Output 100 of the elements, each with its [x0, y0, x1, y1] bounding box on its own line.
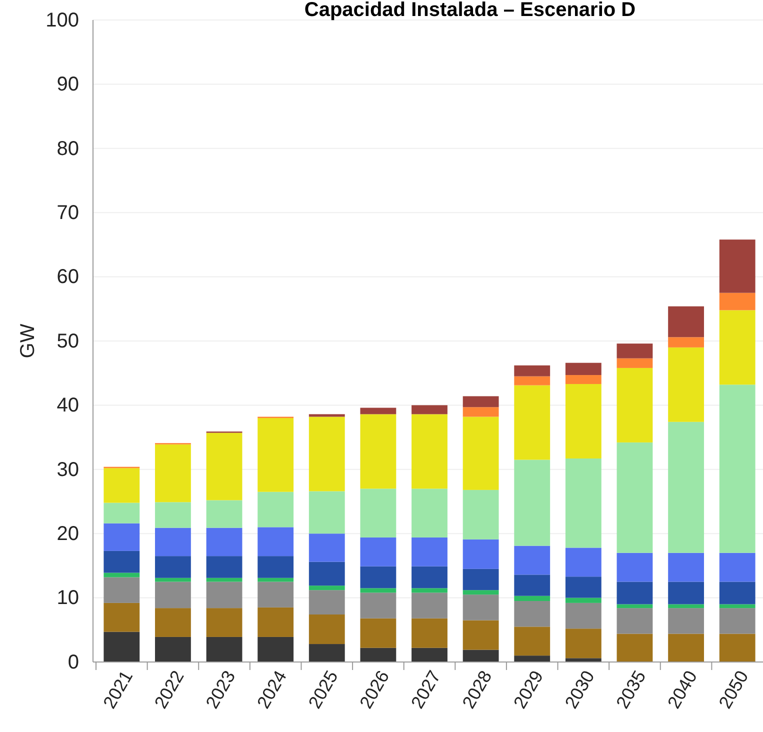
bar: [360, 648, 396, 662]
bar: [616, 604, 653, 608]
bar: [565, 628, 602, 658]
bar: [104, 577, 140, 603]
bar: [360, 566, 396, 588]
bar: [514, 546, 550, 575]
bar: [565, 548, 602, 577]
bar: [719, 292, 756, 310]
bar: [616, 608, 653, 634]
chart-title: Capacidad Instalada – Escenario D: [304, 0, 636, 21]
bar: [514, 385, 550, 460]
bar: [514, 601, 550, 627]
bar: [360, 408, 396, 414]
bar: [206, 608, 242, 637]
bar: [462, 590, 499, 595]
bar: [514, 574, 550, 596]
bar: [155, 582, 191, 608]
bar: [360, 414, 396, 489]
bar: [462, 396, 499, 408]
bar: [412, 588, 448, 593]
y-tick-label: 60: [56, 266, 79, 288]
bar: [668, 347, 704, 422]
bar: [616, 442, 653, 553]
bar: [258, 578, 294, 582]
bar: [719, 240, 756, 293]
bar: [668, 608, 704, 634]
y-axis-title: GW: [17, 324, 39, 358]
bar: [412, 648, 448, 662]
bar: [155, 556, 191, 578]
bar: [412, 592, 448, 618]
bar: [514, 460, 550, 546]
bar: [565, 658, 602, 662]
y-tick-label: 80: [56, 138, 79, 160]
bar: [308, 614, 345, 644]
bar: [104, 468, 140, 503]
y-tick-label: 50: [56, 330, 79, 352]
bar: [565, 362, 602, 376]
bar: [412, 618, 448, 648]
bar: [258, 607, 294, 637]
bar: [206, 432, 242, 500]
y-tick-label: 0: [68, 651, 79, 674]
bar: [104, 523, 140, 551]
bar: [412, 414, 448, 489]
bar: [206, 578, 242, 582]
bar: [155, 528, 191, 556]
bar: [258, 582, 294, 608]
bar: [668, 422, 704, 553]
y-tick-label: 20: [56, 523, 79, 545]
bar: [565, 598, 602, 603]
bar: [308, 416, 345, 492]
bar: [616, 552, 653, 582]
bar: [616, 344, 653, 358]
bar: [206, 528, 242, 556]
bar: [616, 368, 653, 442]
bar: [258, 556, 294, 578]
bar: [155, 636, 191, 662]
bar: [104, 572, 140, 578]
bar: [104, 602, 140, 632]
bar: [668, 306, 704, 338]
bar: [206, 500, 242, 528]
bar: [514, 626, 550, 656]
bar: [462, 407, 499, 417]
bar: [155, 444, 191, 502]
bar: [616, 582, 653, 604]
bar: [514, 365, 550, 376]
bar: [104, 632, 140, 662]
bar: [565, 576, 602, 598]
y-tick-label: 30: [56, 458, 79, 481]
bar: [412, 566, 448, 588]
bar: [308, 491, 345, 534]
bar: [462, 416, 499, 490]
y-tick-label: 90: [56, 74, 79, 96]
bar: [308, 590, 345, 614]
bar: [412, 405, 448, 414]
bar: [668, 582, 704, 604]
bar: [462, 594, 499, 620]
bar: [155, 578, 191, 582]
bar: [360, 537, 396, 566]
bar: [308, 644, 345, 662]
bar: [462, 568, 499, 590]
bar: [719, 310, 756, 385]
bar: [308, 586, 345, 590]
bar: [412, 488, 448, 538]
bar: [565, 375, 602, 384]
bar: [104, 550, 140, 573]
bar: [719, 608, 756, 634]
bar: [258, 636, 294, 662]
bar: [360, 488, 396, 538]
bar: [308, 534, 345, 562]
bar: [462, 539, 499, 569]
bar: [565, 602, 602, 629]
bar: [514, 596, 550, 602]
bar: [719, 582, 756, 604]
bar: [514, 656, 550, 662]
y-tick-label: 10: [56, 587, 79, 610]
bar: [616, 358, 653, 368]
bar: [360, 588, 396, 593]
bar: [258, 527, 294, 556]
bar: [258, 492, 294, 528]
bar: [462, 620, 499, 650]
